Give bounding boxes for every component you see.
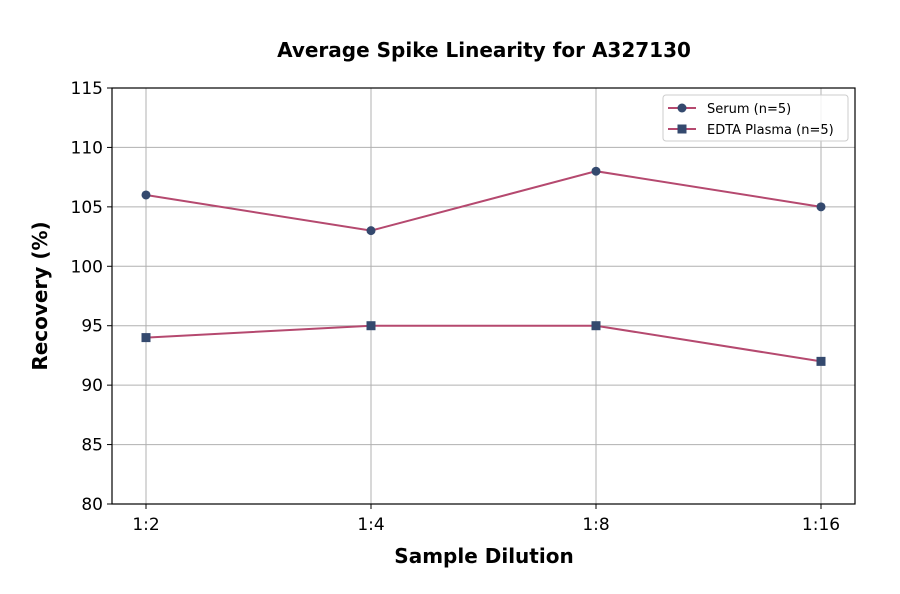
legend-label: Serum (n=5) bbox=[707, 102, 791, 117]
data-point bbox=[366, 321, 376, 331]
series-1 bbox=[141, 321, 826, 366]
data-point bbox=[816, 356, 826, 366]
data-point bbox=[591, 321, 601, 331]
plot-frame bbox=[111, 87, 856, 505]
data-point bbox=[141, 333, 151, 343]
data-point bbox=[591, 166, 601, 176]
y-tick-label: 100 bbox=[71, 257, 103, 277]
legend: Serum (n=5) EDTA Plasma (n=5) bbox=[662, 94, 849, 142]
series-line bbox=[145, 170, 822, 232]
series-line bbox=[145, 324, 822, 363]
y-tick-label: 115 bbox=[71, 79, 103, 99]
y-tick-label: 105 bbox=[71, 198, 103, 218]
series-0 bbox=[141, 166, 826, 236]
data-point bbox=[366, 226, 376, 236]
y-tick-label: 95 bbox=[81, 317, 103, 337]
y-tick-label: 90 bbox=[81, 376, 103, 396]
y-axis-label: Recovery (%) bbox=[28, 221, 52, 370]
chart-title: Average Spike Linearity for A327130 bbox=[277, 38, 691, 62]
legend-marker bbox=[677, 124, 687, 134]
y-tick-label: 80 bbox=[81, 495, 103, 515]
data-point bbox=[816, 202, 826, 212]
x-tick-label: 1:4 bbox=[357, 515, 384, 535]
data-point bbox=[141, 190, 151, 200]
y-tick-label: 85 bbox=[81, 436, 103, 456]
y-tick-label: 110 bbox=[71, 138, 103, 158]
x-tick-label: 1:16 bbox=[802, 515, 840, 535]
legend-label: EDTA Plasma (n=5) bbox=[707, 123, 834, 138]
x-tick-label: 1:8 bbox=[582, 515, 609, 535]
x-tick-label: 1:2 bbox=[132, 515, 159, 535]
legend-marker bbox=[677, 103, 687, 113]
legend-box bbox=[662, 94, 849, 142]
x-axis-label: Sample Dilution bbox=[394, 544, 573, 568]
